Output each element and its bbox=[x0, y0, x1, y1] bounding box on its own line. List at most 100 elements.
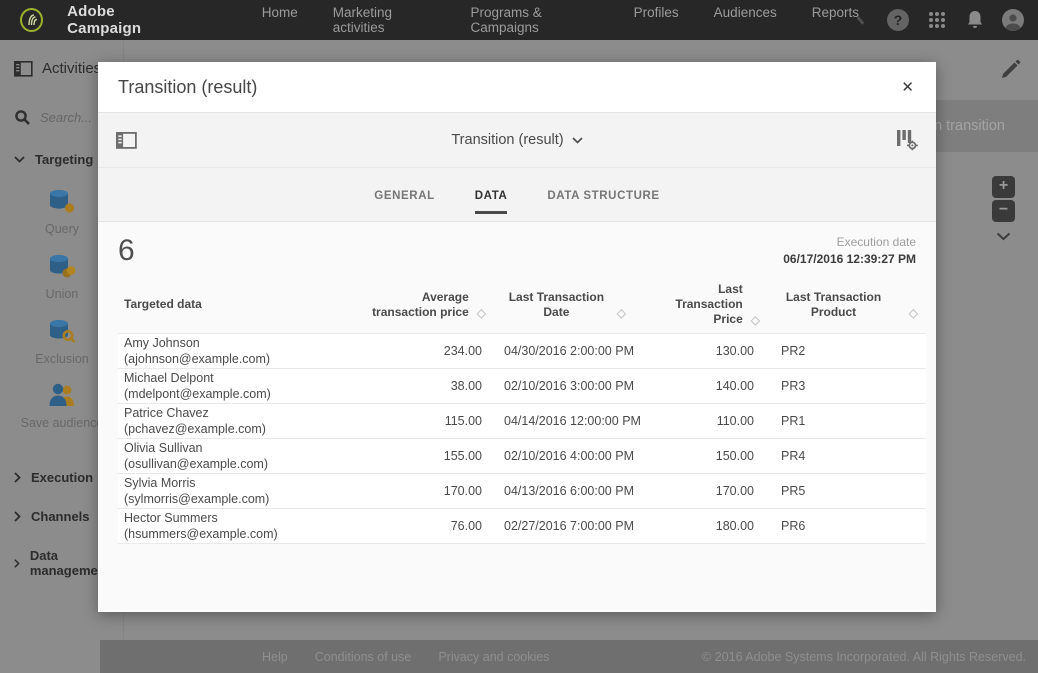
sidebar-item-label: Union bbox=[45, 287, 79, 301]
notifications-bell-icon[interactable] bbox=[965, 9, 985, 31]
zoom-in-button[interactable]: + bbox=[992, 176, 1015, 198]
section-label: Execution bbox=[31, 470, 94, 485]
sidebar-title: Activities bbox=[42, 60, 102, 77]
tab-underline bbox=[547, 211, 659, 214]
sidebar-search[interactable] bbox=[0, 91, 123, 138]
last-transaction-ampm: PM bbox=[615, 484, 634, 498]
sidebar-item-save-audience[interactable]: Save audience bbox=[0, 372, 124, 436]
search-input[interactable] bbox=[40, 110, 110, 125]
sidebar-item-label: Save audience bbox=[20, 416, 104, 430]
footer-link-conditions[interactable]: Conditions of use bbox=[314, 649, 412, 664]
recipient-email: (osullivan@example.com) bbox=[124, 457, 268, 471]
close-icon[interactable]: ✕ bbox=[901, 79, 914, 96]
last-transaction-date: 04/14/2016 12:00:00 bbox=[504, 414, 619, 428]
app-grid-icon[interactable] bbox=[926, 9, 948, 31]
sidebar-item-label: Exclusion bbox=[35, 352, 89, 366]
dialog-title: Transition (result) bbox=[118, 76, 258, 97]
last-transaction-price: 150.00 bbox=[715, 449, 754, 463]
panel-list-icon[interactable] bbox=[116, 131, 137, 149]
sidebar-item-exclusion[interactable]: Exclusion bbox=[0, 307, 124, 372]
edit-pencil-icon[interactable] bbox=[998, 58, 1022, 82]
sidebar-section-channels[interactable]: Channels bbox=[0, 495, 123, 534]
sidebar-section-execution[interactable]: Execution bbox=[0, 456, 123, 495]
chevron-right-icon bbox=[14, 558, 20, 568]
last-transaction-date: 02/10/2016 4:00:00 bbox=[504, 449, 612, 463]
section-label: Channels bbox=[31, 509, 90, 524]
column-header-last-transaction-price: Last Transaction Price bbox=[675, 282, 743, 326]
result-meta-row: 6 Execution date 06/17/2016 12:39:27 PM bbox=[98, 222, 936, 274]
tab-underline bbox=[374, 211, 434, 214]
table-header-row: Targeted data Average transaction price ◇… bbox=[118, 276, 926, 334]
last-transaction-product: PR4 bbox=[781, 449, 806, 463]
user-avatar[interactable] bbox=[1002, 9, 1024, 31]
nav-item-home[interactable]: Home bbox=[261, 5, 298, 20]
tab-data-structure[interactable]: DATA STRUCTURE bbox=[547, 168, 659, 221]
nav-item-profiles[interactable]: Profiles bbox=[633, 5, 679, 20]
zoom-out-button[interactable]: − bbox=[992, 200, 1015, 222]
footer-link-help[interactable]: Help bbox=[262, 649, 288, 664]
table-row[interactable]: Patrice Chavez (pchavez@example.com) 115.… bbox=[118, 403, 926, 439]
sort-icon[interactable]: ◇ bbox=[750, 313, 760, 327]
nav-item-audiences[interactable]: Audiences bbox=[713, 5, 777, 20]
adobe-campaign-logo-icon[interactable] bbox=[20, 8, 44, 32]
avg-transaction-price: 155.00 bbox=[443, 449, 482, 463]
recipient-email: (mdelpont@example.com) bbox=[124, 387, 271, 401]
help-icon[interactable]: ? bbox=[887, 9, 909, 31]
table-row[interactable]: Michael Delpont (mdelpont@example.com) 38… bbox=[118, 368, 926, 404]
configure-columns-icon[interactable] bbox=[896, 129, 918, 151]
last-transaction-product: PR5 bbox=[781, 484, 806, 498]
dialog-body: 6 Execution date 06/17/2016 12:39:27 PM … bbox=[98, 222, 936, 610]
column-header-targeted-data: Targeted data bbox=[124, 297, 202, 311]
person-icon bbox=[1005, 14, 1021, 31]
recipient-email: (hsummers@example.com) bbox=[124, 527, 278, 541]
sidebar-section-data-management[interactable]: Data management bbox=[0, 534, 123, 588]
last-transaction-date: 02/10/2016 3:00:00 bbox=[504, 379, 612, 393]
column-header-last-transaction-product: Last Transaction Product bbox=[785, 289, 882, 319]
table-row[interactable]: Sylvia Morris (sylmorris@example.com) 170… bbox=[118, 473, 926, 509]
tab-underline bbox=[474, 210, 508, 214]
sidebar-item-label: Query bbox=[44, 222, 80, 236]
chevron-down-icon bbox=[14, 156, 25, 163]
sidebar-section-targeting[interactable]: Targeting bbox=[0, 138, 123, 177]
sort-icon[interactable]: ◇ bbox=[616, 305, 626, 320]
sort-icon[interactable]: ◇ bbox=[476, 305, 486, 320]
collapse-chevron-down-icon[interactable] bbox=[996, 232, 1011, 241]
recipient-email: (ajohnson@example.com) bbox=[124, 352, 271, 366]
dropdown-label: Transition (result) bbox=[451, 132, 564, 148]
table-row[interactable]: Amy Johnson (ajohnson@example.com) 234.00… bbox=[118, 333, 926, 369]
nav-item-reports[interactable]: Reports bbox=[811, 5, 859, 20]
avg-transaction-price: 170.00 bbox=[443, 484, 482, 498]
transition-selector-dropdown[interactable]: Transition (result) bbox=[98, 132, 936, 148]
last-transaction-product: PR3 bbox=[781, 379, 806, 393]
tab-data[interactable]: DATA bbox=[474, 168, 508, 221]
footer-link-privacy[interactable]: Privacy and cookies bbox=[438, 649, 550, 664]
nav-item-marketing-activities[interactable]: Marketing activities bbox=[332, 5, 393, 35]
avg-transaction-price: 38.00 bbox=[450, 379, 482, 393]
last-transaction-product: PR6 bbox=[781, 519, 806, 533]
execution-date-block: Execution date 06/17/2016 12:39:27 PM bbox=[783, 234, 916, 268]
recipient-name: Hector Summers bbox=[124, 511, 218, 525]
canvas-header-strip bbox=[124, 40, 1038, 100]
nav-item-programs-campaigns[interactable]: Programs & Campaigns bbox=[470, 5, 542, 35]
dialog-toolbar: Transition (result) bbox=[98, 112, 936, 167]
top-navigation-bar: Adobe Campaign Home Marketing activities… bbox=[0, 0, 1038, 40]
chevron-right-icon bbox=[14, 511, 21, 522]
tab-general[interactable]: GENERAL bbox=[374, 168, 434, 221]
activities-panel-icon bbox=[14, 60, 33, 77]
avg-transaction-price: 76.00 bbox=[450, 519, 482, 533]
sidebar-item-query[interactable]: Query bbox=[0, 177, 124, 242]
table-row[interactable]: Hector Summers (hsummers@example.com) 76.… bbox=[118, 508, 926, 544]
section-label: Targeting bbox=[35, 152, 94, 167]
brand-title: Adobe Campaign bbox=[67, 3, 142, 37]
recipient-name: Sylvia Morris bbox=[124, 476, 196, 490]
execution-date-value: 06/17/2016 12:39:27 PM bbox=[783, 252, 916, 266]
last-transaction-price: 170.00 bbox=[715, 484, 754, 498]
sort-icon[interactable]: ◇ bbox=[908, 305, 918, 320]
topbar-icon-group: ? bbox=[856, 9, 1024, 31]
recipient-email: (pchavez@example.com) bbox=[124, 422, 266, 436]
save-audience-people-icon bbox=[49, 383, 74, 406]
sidebar-item-union[interactable]: Union bbox=[0, 242, 124, 307]
table-row[interactable]: Olivia Sullivan (osullivan@example.com) 1… bbox=[118, 438, 926, 474]
execution-date-label: Execution date bbox=[836, 235, 916, 249]
canvas-toolbar-text: n transition bbox=[934, 118, 1005, 134]
